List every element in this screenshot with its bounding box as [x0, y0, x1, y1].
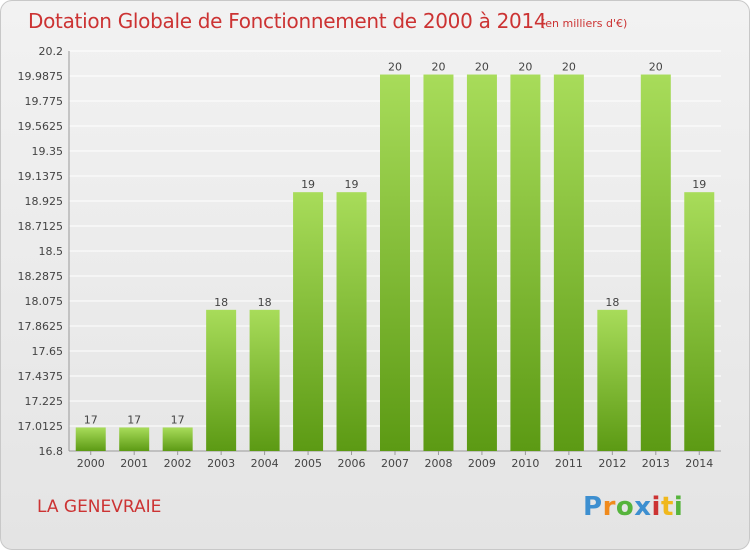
labels: 2000 17 2001 17 2002 17 2003 18 2004 18 2005 19 2006…: [77, 61, 714, 470]
x-tick-label: 2001: [120, 457, 148, 470]
y-tick-label: 17.65: [32, 345, 64, 358]
x-tick-label: 2012: [598, 457, 626, 470]
y-tick-label: 17.0125: [18, 420, 64, 433]
x-tick-label: 2007: [381, 457, 409, 470]
data-label: 18: [214, 296, 228, 309]
logo-letter: P: [583, 492, 603, 522]
logo-letter: i: [651, 492, 661, 522]
x-tick-label: 2013: [642, 457, 670, 470]
logo-letter: t: [660, 492, 674, 522]
bar: [597, 309, 628, 451]
x-tick-label: 2014: [685, 457, 713, 470]
y-tick-label: 17.225: [25, 395, 64, 408]
y-tick-label: 18.7125: [18, 220, 64, 233]
chart-subtitle: (en milliers d'€): [541, 17, 628, 30]
logo-letter: x: [634, 492, 652, 522]
commune-name: LA GENEVRAIE: [37, 497, 162, 517]
bar: [206, 309, 237, 451]
x-tick-label: 2011: [555, 457, 583, 470]
data-label: 18: [605, 296, 619, 309]
y-tick-label: 20.2: [39, 45, 64, 58]
x-tick-label: 2006: [338, 457, 366, 470]
axes: 16.8 17.0125 17.225 17.4375 17.65 17.8625 18.0…: [18, 45, 721, 458]
bar: [684, 192, 715, 452]
x-tick-label: 2009: [468, 457, 496, 470]
data-label: 20: [431, 61, 445, 74]
data-label: 19: [692, 178, 706, 191]
data-label: 20: [649, 61, 663, 74]
y-tick-label: 19.5625: [18, 120, 64, 133]
y-tick-label: 19.9875: [18, 70, 64, 83]
y-tick-label: 18.925: [25, 195, 64, 208]
x-tick-label: 2002: [164, 457, 192, 470]
y-tick-label: 17.8625: [18, 320, 64, 333]
bar: [553, 74, 584, 451]
x-tick-label: 2003: [207, 457, 235, 470]
bar: [380, 74, 410, 451]
proxiti-logo[interactable]: Proxiti: [583, 492, 683, 522]
bar: [249, 309, 280, 451]
bar: [119, 427, 150, 451]
bar: [336, 192, 367, 452]
logo-letter: r: [602, 492, 616, 522]
x-tick-label: 2005: [294, 457, 322, 470]
data-label: 19: [301, 178, 315, 191]
y-tick-label: 19.1375: [18, 170, 64, 183]
data-label: 20: [475, 61, 489, 74]
bar: [466, 74, 497, 451]
y-tick-label: 18.075: [25, 295, 64, 308]
data-label: 19: [345, 178, 359, 191]
data-label: 17: [84, 413, 98, 426]
x-tick-label: 2008: [424, 457, 452, 470]
logo-letter: o: [615, 492, 635, 522]
y-tick-label: 19.35: [32, 145, 64, 158]
bar: [640, 74, 671, 451]
x-tick-label: 2010: [511, 457, 539, 470]
y-tick-label: 17.4375: [18, 370, 64, 383]
data-label: 20: [562, 61, 576, 74]
bar: [162, 427, 193, 451]
data-label: 18: [258, 296, 272, 309]
y-tick-label: 16.8: [39, 445, 64, 458]
y-tick-label: 18.2875: [18, 270, 64, 283]
bar: [293, 192, 324, 452]
y-tick-label: 18.5: [39, 245, 64, 258]
bar: [423, 74, 454, 451]
logo-letter: i: [673, 492, 684, 522]
x-tick-label: 2004: [251, 457, 279, 470]
bars: [75, 74, 715, 452]
x-tick-label: 2000: [77, 457, 105, 470]
data-label: 17: [127, 413, 141, 426]
chart-title: Dotation Globale de Fonctionnement de 20…: [28, 9, 547, 33]
data-label: 20: [518, 61, 532, 74]
bar: [510, 74, 541, 451]
data-label: 17: [171, 413, 185, 426]
bar: [75, 427, 106, 451]
y-tick-label: 19.775: [25, 95, 64, 108]
data-label: 20: [388, 61, 402, 74]
